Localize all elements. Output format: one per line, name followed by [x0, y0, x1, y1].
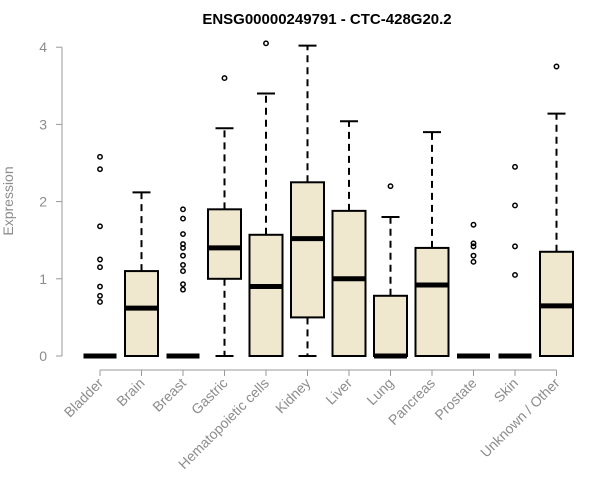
outlier-point	[180, 215, 186, 222]
chart-title: ENSG00000249791 - CTC-428G20.2	[202, 11, 451, 28]
outlier-point	[97, 256, 103, 263]
outlier-point	[180, 261, 186, 268]
x-tick-label: Liver	[322, 375, 355, 408]
outlier-point	[97, 264, 103, 271]
y-tick-label: 1	[39, 271, 47, 287]
outlier-point	[470, 243, 477, 250]
outlier-point	[97, 166, 103, 173]
y-tick-label: 2	[39, 194, 47, 210]
outlier-point	[512, 243, 518, 250]
outlier-point	[263, 40, 269, 47]
box-unknown-other	[539, 63, 574, 357]
y-tick-label: 0	[39, 348, 47, 364]
x-tick-label: Prostate	[431, 375, 479, 423]
x-tick-label: Kidney	[272, 375, 314, 417]
outlier-point	[512, 271, 518, 278]
box-iqr	[124, 270, 159, 357]
outlier-point	[97, 292, 103, 299]
box-brain	[124, 191, 159, 357]
box-hematopoietic-cells	[248, 40, 284, 358]
outlier-point	[180, 241, 186, 248]
outlier-point	[97, 283, 103, 290]
y-tick-label: 4	[39, 39, 47, 55]
x-tick-label: Brain	[113, 375, 147, 409]
box-pancreas	[414, 131, 450, 357]
box-iqr	[248, 233, 284, 358]
outlier-point	[470, 221, 477, 228]
box-lung	[373, 183, 408, 359]
x-tick-label: Unknown / Other	[477, 375, 563, 461]
x-tick-label: Bladder	[61, 375, 107, 421]
box-prostate	[457, 221, 490, 359]
outlier-point	[180, 286, 186, 293]
outlier-point	[97, 299, 103, 305]
outlier-point	[470, 252, 477, 259]
outlier-point	[553, 63, 560, 70]
box-gastric	[207, 75, 242, 357]
y-tick-label: 3	[39, 116, 47, 132]
x-tick-label: Skin	[491, 375, 522, 406]
box-breast	[166, 206, 200, 359]
box-skin	[498, 163, 532, 359]
outlier-point	[97, 223, 103, 230]
outlier-point	[180, 252, 186, 259]
outlier-point	[387, 183, 394, 190]
outlier-point	[512, 163, 518, 170]
outlier-point	[97, 153, 103, 160]
box-liver	[331, 120, 367, 357]
outlier-point	[180, 231, 186, 237]
y-axis-label: Expression	[0, 166, 16, 235]
x-tick-label: Breast	[149, 375, 189, 415]
outlier-point	[470, 240, 477, 247]
outlier-point	[180, 206, 186, 213]
box-series	[83, 40, 574, 359]
outlier-point	[221, 75, 228, 82]
box-iqr	[373, 294, 408, 357]
outlier-point	[180, 268, 186, 275]
outlier-point	[512, 202, 518, 209]
x-tick-label: Lung	[363, 375, 396, 408]
box-iqr	[207, 208, 242, 280]
box-kidney	[290, 44, 325, 357]
outlier-point	[470, 258, 477, 265]
box-iqr	[290, 181, 325, 319]
outlier-point	[180, 281, 186, 288]
box-iqr	[331, 209, 367, 357]
box-bladder	[83, 153, 117, 359]
box-iqr	[414, 246, 450, 357]
y-axis: 0 1 2 3 4	[39, 39, 63, 364]
